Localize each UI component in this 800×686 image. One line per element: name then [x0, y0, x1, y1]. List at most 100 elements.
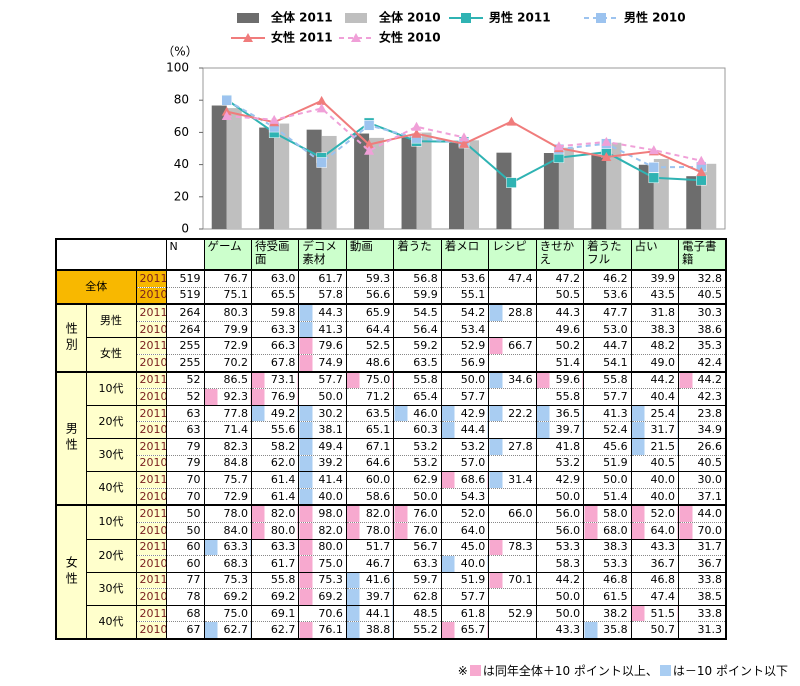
value-cell: 78.0 — [345, 521, 394, 539]
value-cell: 31.4 — [488, 471, 537, 489]
table-row: 性別 男性 2011 264 80.3 59.8 44.3 65.9 54.5 54.2 28.8 4… — [55, 303, 726, 372]
year-label: 2010 — [135, 621, 166, 640]
value-cell: 56.9 — [440, 353, 489, 372]
value-cell: 30.3 — [678, 303, 726, 322]
subgroup-label: 10代 — [85, 370, 136, 406]
value-cell: 55.8 — [535, 388, 584, 406]
value-cell — [488, 621, 537, 640]
value-cell: 36.7 — [678, 555, 726, 573]
value-cell: 59.8 — [250, 303, 299, 322]
value-cell: 40.0 — [630, 487, 679, 506]
value-cell: 69.1 — [250, 604, 299, 622]
value-cell: 76.7 — [203, 268, 252, 288]
footnote: ※ は同年全体＋10 ポイント以上、 は－10 ポイント以下 — [458, 662, 788, 679]
table-row: 2010 519 75.1 65.5 57.8 56.6 59.9 55.1 50.5 53.6 4… — [56, 286, 726, 305]
value-cell — [488, 487, 537, 506]
value-cell — [488, 320, 537, 338]
value-cell — [488, 454, 537, 472]
value-cell: 65.5 — [250, 286, 299, 305]
value-cell: 34.6 — [488, 370, 537, 389]
header-row: N ゲーム 待受画面 デコメ素材 動画 着うた 着メロ レシピ きせかえ 着うたフル 占い 電子書籍 — [55, 238, 726, 270]
point-marker — [696, 167, 707, 177]
value-cell: 62.9 — [393, 471, 442, 489]
n-cell: 60 — [165, 538, 204, 556]
value-cell: 50.2 — [535, 337, 584, 355]
y-tick-label: 0 — [181, 222, 189, 236]
n-cell: 264 — [165, 320, 204, 338]
value-cell: 61.5 — [583, 588, 632, 606]
value-cell: 22.2 — [488, 404, 537, 422]
value-cell: 43.3 — [630, 538, 679, 556]
table-row: 2010 63 71.4 55.6 38.1 65.1 60.3 44.4 39.7 52.4 31… — [56, 421, 726, 439]
legend-marker — [351, 33, 361, 42]
n-cell: 70 — [165, 487, 204, 506]
table-row: 女性 10代 2011 50 78.0 82.0 98.0 82.0 76.0 52.0 66.0 5… — [55, 504, 726, 640]
column-header: 占い — [630, 238, 679, 270]
column-header: きせかえ — [535, 238, 584, 270]
value-cell: 50.0 — [440, 370, 489, 389]
y-tick-label: 100 — [166, 61, 189, 75]
value-cell: 48.6 — [345, 353, 394, 372]
table-row: 2010 78 69.2 69.2 69.2 39.7 62.8 57.7 50.0 61.5 47… — [56, 588, 726, 606]
value-cell: 34.9 — [678, 421, 726, 439]
value-cell: 72.9 — [203, 487, 252, 506]
group-label: 性別 — [55, 303, 86, 372]
point-marker — [316, 157, 327, 168]
table-row: 30代 2011 79 82.3 58.2 49.4 67.1 53.2 53.2 27.8 41.… — [56, 437, 726, 472]
value-cell: 47.2 — [535, 268, 584, 288]
footnote-mark: ※ — [457, 663, 468, 678]
value-cell: 40.5 — [630, 454, 679, 472]
value-cell: 61.7 — [250, 555, 299, 573]
column-header: 着うた — [393, 238, 442, 270]
value-cell: 78.0 — [203, 504, 252, 523]
value-cell: 60.0 — [345, 471, 394, 489]
point-marker — [459, 138, 469, 148]
value-cell: 21.5 — [630, 437, 679, 456]
value-cell: 82.0 — [298, 521, 347, 539]
value-cell — [488, 353, 537, 372]
value-cell: 54.3 — [440, 487, 489, 506]
value-cell: 56.8 — [393, 268, 442, 288]
value-cell: 75.0 — [203, 604, 252, 622]
year-label: 2010 — [135, 588, 166, 606]
table-row: 20代 2011 60 63.3 63.3 80.0 51.7 56.7 45.0 78.3 53.… — [56, 538, 726, 573]
year-label: 2010 — [135, 555, 166, 573]
subgroup-label: 30代 — [85, 571, 136, 606]
bar — [259, 127, 275, 229]
value-cell: 33.8 — [678, 604, 726, 622]
column-header: ゲーム — [203, 238, 252, 270]
value-cell: 75.0 — [345, 370, 394, 389]
bar — [591, 154, 607, 229]
point-marker — [696, 174, 707, 186]
value-cell: 80.3 — [203, 303, 252, 322]
table-row: 2010 79 84.8 62.0 39.2 64.6 53.2 57.0 53.2 51.9 40… — [56, 454, 726, 472]
bar — [606, 142, 622, 229]
subgroup-label: 30代 — [85, 437, 136, 472]
value-cell: 53.6 — [440, 268, 489, 288]
y-tick-label: 60 — [174, 125, 189, 139]
year-label: 2010 — [135, 286, 166, 305]
legend-swatch — [237, 13, 259, 23]
column-header: 着うたフル — [583, 238, 632, 270]
group-label: 全体 — [55, 268, 136, 305]
value-cell: 53.0 — [583, 320, 632, 338]
value-cell — [488, 388, 537, 406]
value-cell: 38.2 — [583, 604, 632, 622]
point-marker — [364, 139, 375, 149]
table-row: 女性 2011 255 72.9 66.3 79.6 52.5 59.2 52.9 66.7 50.… — [56, 337, 726, 372]
value-cell: 64.4 — [345, 320, 394, 338]
value-cell: 57.0 — [440, 454, 489, 472]
value-cell: 62.7 — [203, 621, 252, 640]
value-cell: 76.0 — [393, 504, 442, 523]
value-cell: 53.4 — [440, 320, 489, 338]
value-cell: 47.4 — [630, 588, 679, 606]
value-cell: 46.2 — [583, 268, 632, 288]
n-cell: 63 — [165, 404, 204, 422]
year-label: 2011 — [135, 268, 166, 288]
year-label: 2010 — [135, 487, 166, 506]
value-cell: 38.8 — [345, 621, 394, 640]
year-label: 2011 — [135, 504, 166, 523]
value-cell: 39.7 — [535, 421, 584, 439]
point-marker — [553, 141, 564, 151]
